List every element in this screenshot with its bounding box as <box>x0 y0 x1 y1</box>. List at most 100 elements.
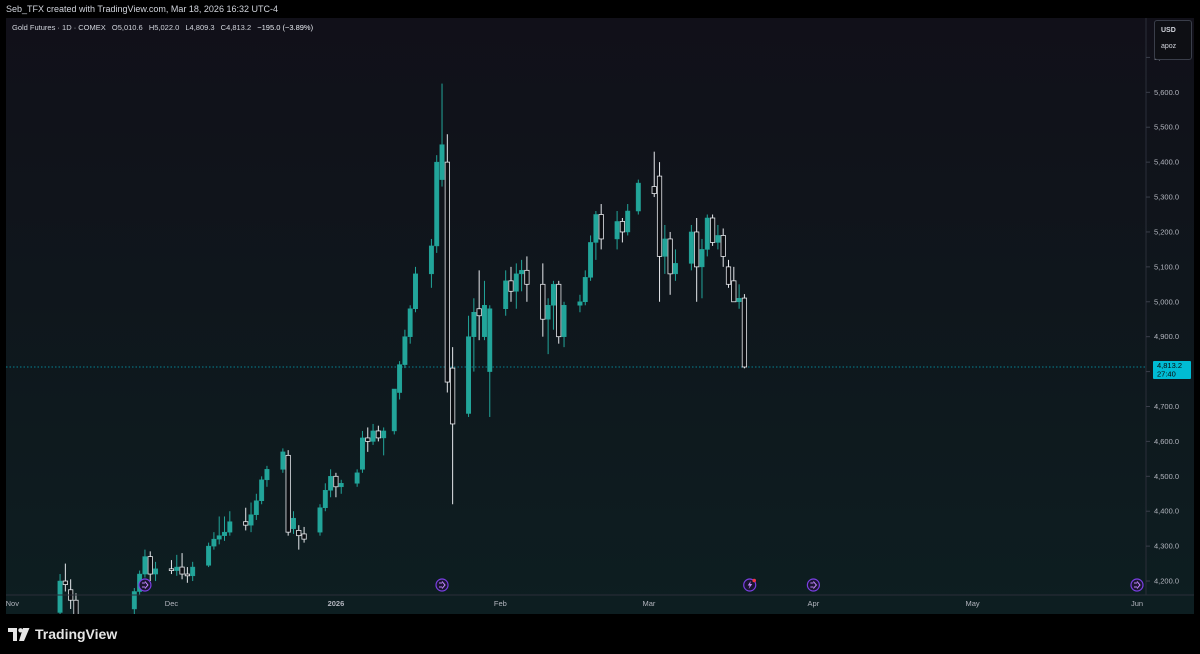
price-tick-label: 4,300.0 <box>1154 542 1179 551</box>
candle <box>370 423 376 445</box>
candle-body <box>667 238 673 275</box>
candle-body <box>508 280 514 292</box>
candle-body <box>248 514 254 526</box>
time-tick-label: 2026 <box>328 599 345 608</box>
candle-body <box>487 308 493 372</box>
candle-body <box>625 210 631 233</box>
candle <box>206 542 212 568</box>
candle <box>651 151 657 198</box>
candle <box>264 465 270 487</box>
earnings-flash-event-icon[interactable] <box>743 578 757 592</box>
symbol-name: Gold Futures · 1D · COMEX <box>12 23 106 32</box>
candle-body <box>439 144 445 180</box>
candle-body <box>131 591 137 610</box>
flash-glyph <box>747 581 753 589</box>
price-tick-label: 5,100.0 <box>1154 262 1179 271</box>
candle <box>375 425 381 442</box>
candle <box>190 561 196 582</box>
candle-body <box>709 217 716 243</box>
candle <box>508 266 514 302</box>
candle <box>720 228 726 267</box>
candlestick-chart[interactable]: 4,200.0 4,300.0 4,400.0 4,500.0 4,600.0 4,700… <box>6 18 1194 614</box>
candle-body <box>482 305 487 337</box>
candle-body <box>381 430 387 439</box>
chart-frame[interactable]: 4,200.0 4,300.0 4,400.0 4,500.0 4,600.0 4,700… <box>6 18 1194 614</box>
candle <box>413 266 418 313</box>
candle-body <box>73 599 79 614</box>
candle <box>391 388 397 435</box>
time-tick-label: Feb <box>494 599 507 608</box>
candle <box>243 507 249 531</box>
candle-body <box>153 568 158 575</box>
candle <box>328 469 334 498</box>
candle-body <box>285 454 291 533</box>
price-tick-label: 4,700.0 <box>1154 402 1179 411</box>
candle-body <box>216 535 222 540</box>
candle <box>428 238 434 288</box>
dividend-event-icon[interactable] <box>806 578 820 592</box>
candle-body <box>556 283 562 338</box>
candle-body <box>619 221 625 233</box>
candle-body <box>598 214 604 240</box>
candle-body <box>359 437 365 470</box>
candle <box>524 256 530 302</box>
candle <box>402 329 408 369</box>
event-circle <box>806 578 820 592</box>
candle <box>582 270 588 306</box>
candle-body <box>651 186 657 194</box>
time-tick-label: Dec <box>165 599 179 608</box>
candle <box>216 516 222 545</box>
candle <box>439 83 445 187</box>
dividend-event-icon[interactable] <box>138 578 152 592</box>
candle-body <box>588 242 594 278</box>
candle-body <box>434 161 440 247</box>
price-tick-label: 5,500.0 <box>1154 123 1179 132</box>
candle-body <box>57 580 63 613</box>
time-tick-label: Mar <box>642 599 655 608</box>
candle-body <box>725 266 732 285</box>
candle <box>619 217 625 243</box>
candle-body <box>259 479 265 501</box>
candle <box>354 469 360 487</box>
candles-group <box>57 83 748 614</box>
candle <box>248 502 254 533</box>
candle <box>62 563 68 592</box>
candle-body <box>397 364 403 393</box>
price-tick-label: 4,900.0 <box>1154 332 1179 341</box>
candle <box>333 472 339 498</box>
event-circle <box>138 578 152 592</box>
currency-sub-label: apoz <box>1161 43 1177 50</box>
candle <box>68 579 74 609</box>
candle-body <box>62 580 68 585</box>
candle <box>301 526 307 543</box>
candle <box>704 214 710 257</box>
last-price-tag <box>1153 360 1191 379</box>
candle-body <box>428 245 434 275</box>
candle-body <box>301 533 307 540</box>
candle <box>397 361 403 400</box>
candle-body <box>731 280 737 303</box>
last-price-value: 4,813.2 <box>1157 361 1182 370</box>
caption-text: Seb_TFX created with TradingView.com, Ma… <box>6 4 278 14</box>
price-tick-label: 5,400.0 <box>1154 158 1179 167</box>
price-tick-label: 4,600.0 <box>1154 437 1179 446</box>
currency-selector[interactable]: USD apoz <box>1154 20 1192 60</box>
candle <box>614 211 620 250</box>
candle-body <box>206 545 212 566</box>
symbol-legend[interactable]: Gold Futures · 1D · COMEX O5,010.6 H5,02… <box>12 23 313 32</box>
last-price-countdown: 27:40 <box>1157 369 1176 378</box>
candle-body <box>402 336 408 365</box>
dividend-event-icon[interactable] <box>435 578 449 592</box>
candle-body <box>715 235 721 243</box>
time-axis: Nov Dec 2026 Feb Mar Apr May Jun <box>6 594 1194 608</box>
event-circle <box>1130 578 1144 592</box>
candle <box>656 162 663 302</box>
candle <box>73 593 79 614</box>
candle-body <box>413 273 418 310</box>
tradingview-logo[interactable]: TradingView <box>8 625 117 643</box>
dividend-event-icon[interactable] <box>1130 578 1144 592</box>
candle-body <box>513 273 519 292</box>
candle <box>147 551 153 582</box>
candle-body <box>635 182 641 212</box>
candle-body <box>614 221 620 240</box>
